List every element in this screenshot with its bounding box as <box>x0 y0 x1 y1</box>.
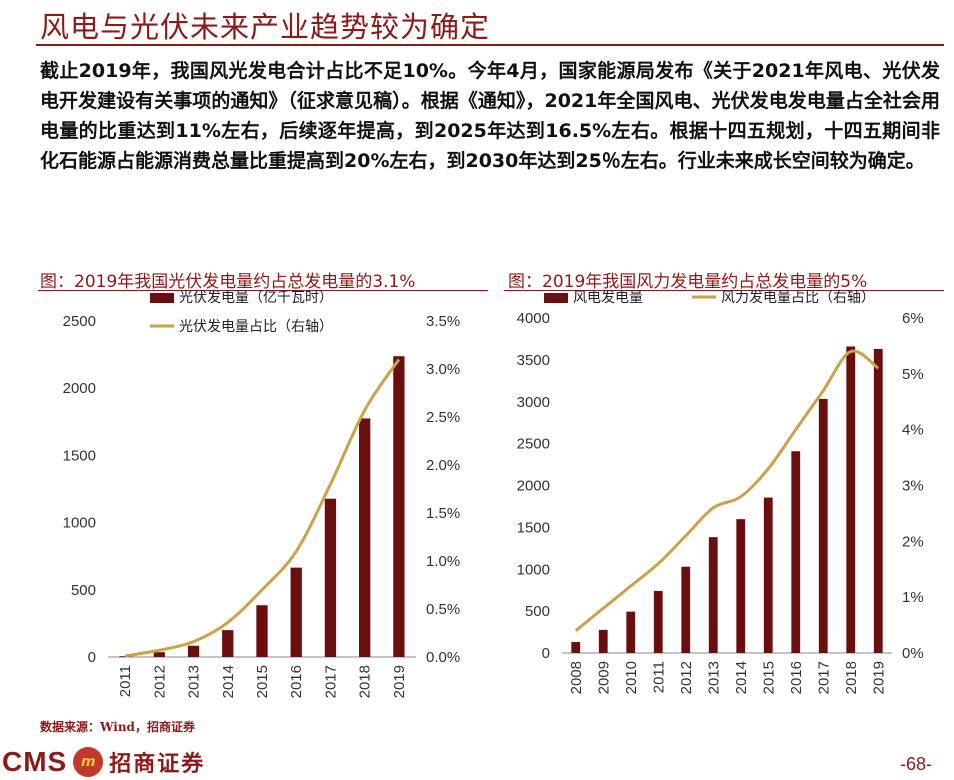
body-paragraph: 截止2019年，我国风光发电合计占比不足10%。今年4月，国家能源局发布《关于2… <box>40 60 940 172</box>
y-left-tick-label: 2500 <box>63 313 96 330</box>
bar-2016 <box>290 567 302 657</box>
page-number: -68- <box>899 754 932 774</box>
x-tick-label: 2018 <box>843 661 860 694</box>
x-tick-label: 2017 <box>322 665 339 698</box>
y-left-tick-label: 500 <box>71 582 96 599</box>
y-left-tick-label: 1000 <box>517 561 550 578</box>
y-right-tick-label: 2% <box>902 533 924 550</box>
wind-chart: 风电发电量 风力发电量占比（右轴） 0 500 1000 1500 2000 2500 3000… <box>517 289 924 694</box>
y-right-tick-label: 0.5% <box>426 601 460 618</box>
y-right-tick-label: 4% <box>902 422 924 439</box>
x-tick-label: 2016 <box>288 665 305 698</box>
bar-2012 <box>153 652 165 657</box>
y-left-tick-label: 3000 <box>517 394 550 411</box>
logo-badge-letter: m <box>80 754 96 770</box>
y-right-tick-label: 1% <box>902 589 924 606</box>
y-right-tick-label: 0.0% <box>426 649 460 666</box>
legend-bar-label: 风电发电量 <box>573 289 643 305</box>
y-right-tick-label: 3% <box>902 478 924 495</box>
bar-2015 <box>256 605 268 657</box>
y-left-tick-label: 1500 <box>63 447 96 464</box>
y-left-tick-label: 1000 <box>63 515 96 532</box>
bar-2019 <box>873 348 883 653</box>
y-right-tick-label: 2.0% <box>426 457 460 474</box>
x-tick-label: 2015 <box>760 661 777 694</box>
chart-2-title: 图：2019年我国风力发电量约占总发电量的5% <box>508 272 868 292</box>
share-line-series <box>574 349 880 632</box>
page-title: 风电与光伏未来产业趋势较为确定 <box>40 10 491 44</box>
x-tick-label: 2012 <box>678 661 695 694</box>
bar-2013 <box>708 537 718 653</box>
x-tick-label: 2014 <box>220 665 237 698</box>
x-tick-label: 2017 <box>815 661 832 694</box>
bar-2018 <box>359 418 371 657</box>
bar-2010 <box>626 611 636 653</box>
legend-line-label: 风力发电量占比（右轴） <box>721 289 875 305</box>
x-tick-label: 2019 <box>870 661 887 694</box>
brand-name: 招商证券 <box>109 751 206 777</box>
bar-2014 <box>222 630 234 657</box>
bar-2012 <box>681 566 691 653</box>
chart-1-title-rule <box>38 290 488 291</box>
x-tick-label: 2019 <box>391 665 408 698</box>
x-tick-label: 2012 <box>151 665 168 698</box>
y-left-tick-label: 3500 <box>517 352 550 369</box>
y-right-tick-label: 6% <box>902 310 924 327</box>
legend-bar-swatch <box>150 293 174 303</box>
y-right-tick-label: 3.0% <box>426 361 460 378</box>
x-tick-label: 2015 <box>254 665 271 698</box>
x-tick-label: 2011 <box>650 661 667 693</box>
bar-2019 <box>393 356 405 657</box>
y-right-tick-label: 1.5% <box>426 505 460 522</box>
x-tick-label: 2011 <box>117 665 134 697</box>
bar-2008 <box>571 642 581 653</box>
y-right-tick-label: 1.0% <box>426 553 460 570</box>
y-left-tick-label: 2000 <box>63 380 96 397</box>
y-right-tick-label: 0% <box>902 645 924 662</box>
y-left-tick-label: 2000 <box>517 478 550 495</box>
y-left-tick-label: 0 <box>542 645 550 662</box>
bar-2009 <box>598 629 608 653</box>
cms-logo-text: CMS <box>2 746 68 777</box>
y-left-tick-label: 0 <box>88 649 96 666</box>
x-tick-label: 2010 <box>623 661 640 694</box>
bar-2013 <box>187 645 200 657</box>
x-tick-label: 2008 <box>568 661 585 694</box>
y-left-tick-label: 4000 <box>517 310 550 327</box>
x-tick-label: 2016 <box>788 661 805 694</box>
y-right-tick-label: 5% <box>902 366 924 383</box>
x-tick-label: 2013 <box>705 661 722 694</box>
chart-1-title: 图：2019年我国光伏发电量约占总发电量的3.1% <box>40 272 416 292</box>
y-right-tick-label: 3.5% <box>426 313 460 330</box>
title-divider <box>36 44 944 46</box>
legend-line-label: 光伏发电量占比（右轴） <box>179 318 333 334</box>
y-left-tick-label: 2500 <box>517 436 550 453</box>
x-tick-label: 2014 <box>733 661 750 694</box>
bar-2015 <box>763 497 773 653</box>
bar-2018 <box>846 346 856 653</box>
bar-2016 <box>791 451 801 653</box>
bar-2017 <box>324 498 337 657</box>
data-source: 数据来源：Wind，招商证券 <box>40 720 195 734</box>
share-line-series <box>124 358 401 658</box>
x-tick-label: 2009 <box>595 661 612 694</box>
legend-bar-swatch <box>544 293 568 303</box>
bar-2011 <box>653 590 663 653</box>
y-left-tick-label: 500 <box>525 603 550 620</box>
x-tick-label: 2018 <box>357 665 374 698</box>
chart-2-title-rule <box>504 290 944 291</box>
bar-2014 <box>736 519 746 653</box>
solar-chart: 光伏发电量（亿千瓦时） 光伏发电量占比（右轴） 0 500 1000 1500 2000 25… <box>63 289 461 698</box>
y-left-tick-label: 1500 <box>517 519 550 536</box>
bar-2017 <box>818 398 828 653</box>
x-tick-label: 2013 <box>186 665 203 698</box>
bar-2011 <box>119 656 131 657</box>
legend-bar-label: 光伏发电量（亿千瓦时） <box>179 289 333 305</box>
footer-logo: CMS m 招商证券 <box>2 745 205 779</box>
logo-badge-icon: m <box>73 747 104 777</box>
y-right-tick-label: 2.5% <box>426 409 460 426</box>
